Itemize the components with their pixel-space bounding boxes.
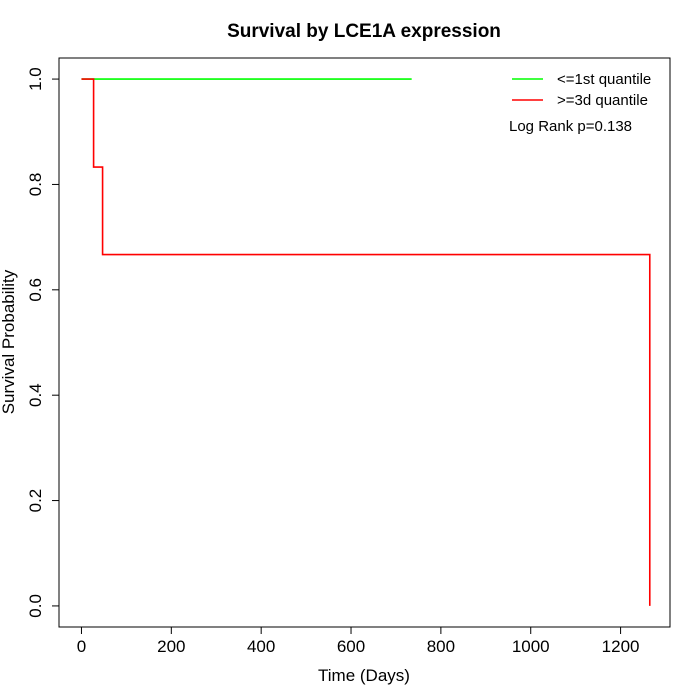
- y-tick-label: 1.0: [26, 67, 45, 91]
- log-rank-annotation: Log Rank p=0.138: [509, 118, 632, 135]
- y-axis-title: Survival Probability: [0, 269, 18, 414]
- x-tick-label: 1000: [512, 637, 550, 656]
- y-tick-label: 0.8: [26, 173, 45, 197]
- x-tick-label: 200: [157, 637, 185, 656]
- y-tick-label: 0.0: [26, 594, 45, 618]
- y-tick-label: 0.2: [26, 489, 45, 513]
- x-axis-title: Time (Days): [318, 666, 410, 685]
- legend: <=1st quantile >=3d quantile: [512, 71, 651, 109]
- x-tick-label: 1200: [602, 637, 640, 656]
- legend-label: <=1st quantile: [557, 71, 651, 88]
- chart-title: Survival by LCE1A expression: [227, 21, 501, 42]
- x-tick-label: 600: [337, 637, 365, 656]
- series-layer: [81, 78, 651, 606]
- survival-curve-2: [81, 78, 651, 606]
- x-tick-label: 400: [247, 637, 275, 656]
- y-axis: 0.0 0.2 0.4 0.6 0.8 1.0: [26, 67, 60, 618]
- x-axis: 0 200 400 600 800 1000 1200: [77, 626, 640, 656]
- y-tick-label: 0.4: [26, 383, 45, 407]
- y-tick-label: 0.6: [26, 278, 45, 302]
- x-tick-label: 0: [77, 637, 86, 656]
- plot-frame: [58, 57, 671, 628]
- x-tick-label: 800: [427, 637, 455, 656]
- legend-label: >=3d quantile: [557, 92, 648, 109]
